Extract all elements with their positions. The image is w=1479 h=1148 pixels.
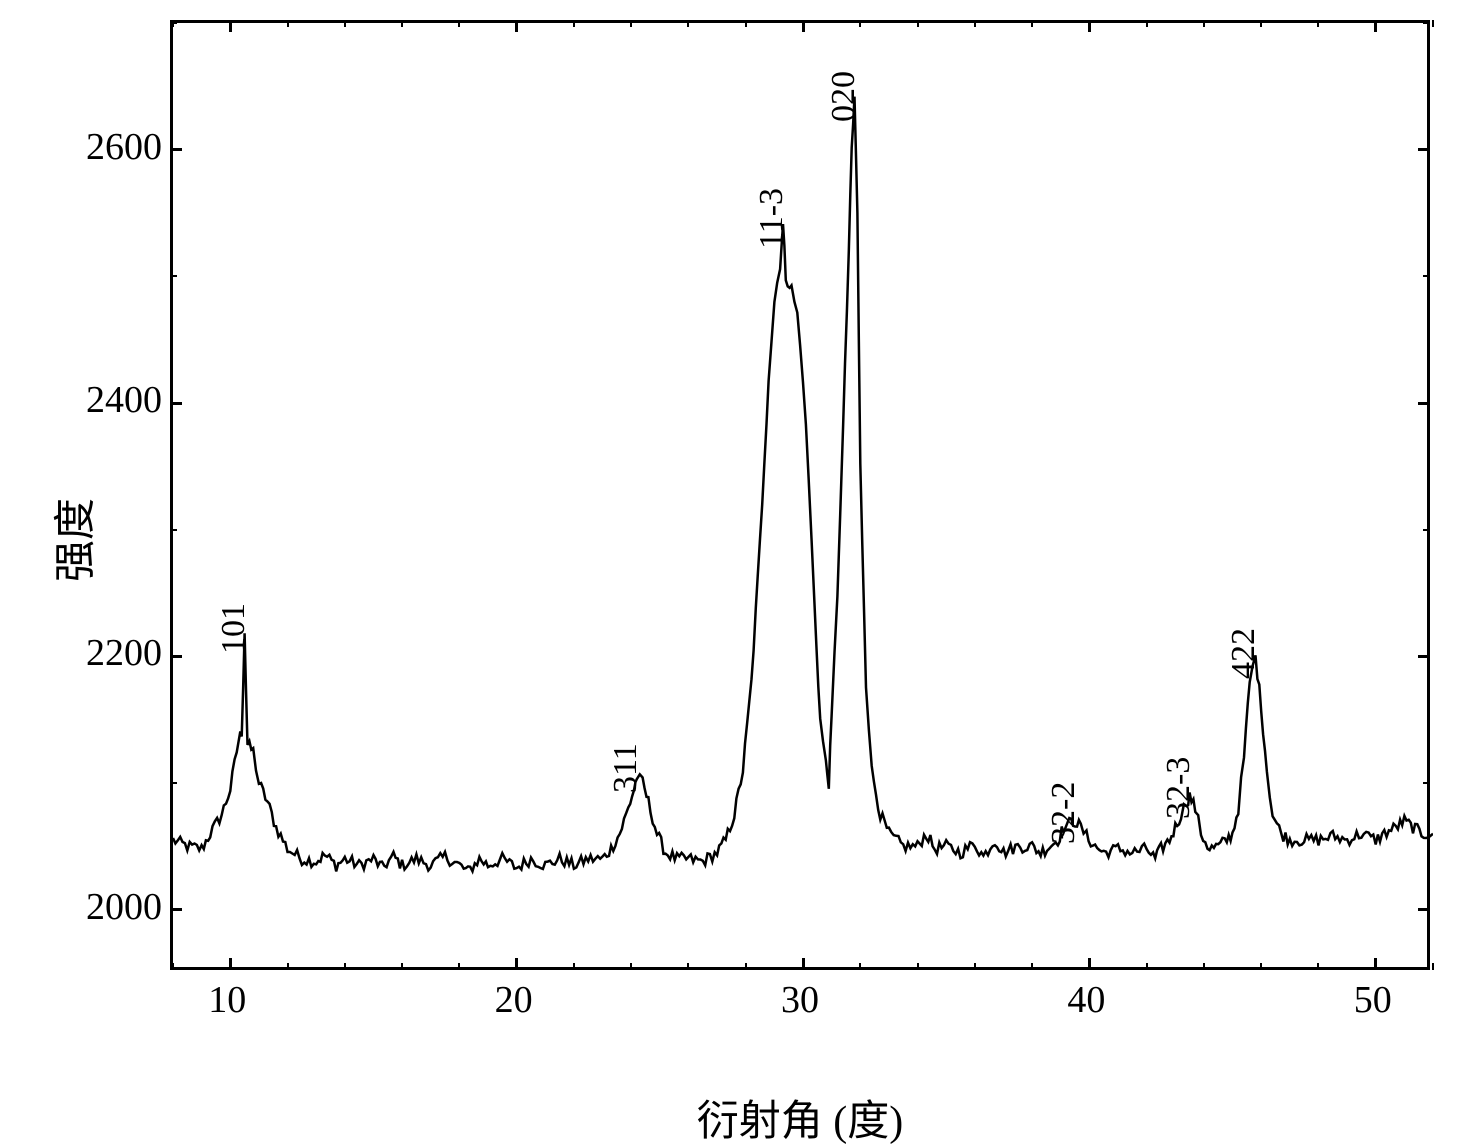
x-tick <box>802 20 805 32</box>
y-tick-label: 2400 <box>86 378 162 422</box>
x-minor-tick <box>287 20 289 27</box>
x-minor-tick <box>630 20 632 27</box>
x-tick <box>802 958 805 970</box>
xrd-chart: 10131111-302032-232-3422 强度 衍射角 (度) 2000… <box>170 20 1430 1060</box>
y-minor-tick <box>1423 22 1430 24</box>
x-minor-tick <box>1031 20 1033 27</box>
y-tick-label: 2000 <box>86 885 162 929</box>
x-tick-label: 50 <box>1354 978 1392 1022</box>
x-minor-tick <box>344 963 346 970</box>
peak-label-32-3: 32-3 <box>1160 756 1198 818</box>
x-minor-tick <box>401 20 403 27</box>
y-tick <box>170 148 182 151</box>
x-minor-tick <box>859 20 861 27</box>
y-tick <box>170 908 182 911</box>
y-tick <box>170 655 182 658</box>
x-minor-tick <box>458 20 460 27</box>
y-tick-label: 2600 <box>86 125 162 169</box>
x-tick <box>229 20 232 32</box>
plot-area: 101 311 11-3 020 32-2 32-3 422 <box>170 20 1430 970</box>
x-minor-tick <box>687 20 689 27</box>
x-minor-tick <box>1203 963 1205 970</box>
x-tick <box>1374 958 1377 970</box>
x-minor-tick <box>1317 963 1319 970</box>
x-minor-tick <box>1432 20 1434 27</box>
y-tick-label: 2200 <box>86 631 162 675</box>
y-minor-tick <box>1423 275 1430 277</box>
x-minor-tick <box>1203 20 1205 27</box>
y-tick <box>1418 148 1430 151</box>
x-minor-tick <box>172 20 174 27</box>
peak-label-311: 311 <box>607 744 645 794</box>
y-axis-label: 强度 <box>42 498 103 582</box>
x-minor-tick <box>974 963 976 970</box>
x-tick-label: 20 <box>495 978 533 1022</box>
x-minor-tick <box>1260 963 1262 970</box>
x-axis-label: 衍射角 (度) <box>697 1087 903 1148</box>
x-minor-tick <box>917 20 919 27</box>
x-minor-tick <box>630 963 632 970</box>
x-minor-tick <box>859 963 861 970</box>
x-minor-tick <box>287 963 289 970</box>
x-tick <box>1374 20 1377 32</box>
y-tick <box>1418 402 1430 405</box>
x-tick-label: 30 <box>781 978 819 1022</box>
x-minor-tick <box>1031 963 1033 970</box>
x-minor-tick <box>917 963 919 970</box>
x-tick <box>1088 958 1091 970</box>
x-tick <box>515 20 518 32</box>
x-tick-label: 10 <box>208 978 246 1022</box>
y-minor-tick <box>170 782 177 784</box>
x-tick <box>1088 20 1091 32</box>
y-minor-tick <box>170 275 177 277</box>
x-minor-tick <box>745 20 747 27</box>
y-minor-tick <box>1423 529 1430 531</box>
x-tick-label: 40 <box>1067 978 1105 1022</box>
x-minor-tick <box>1146 963 1148 970</box>
y-minor-tick <box>1423 782 1430 784</box>
x-minor-tick <box>458 963 460 970</box>
peak-label-32-2: 32-2 <box>1045 782 1083 844</box>
y-tick <box>1418 908 1430 911</box>
x-minor-tick <box>1260 20 1262 27</box>
x-minor-tick <box>344 20 346 27</box>
x-minor-tick <box>745 963 747 970</box>
x-tick <box>229 958 232 970</box>
y-tick <box>1418 655 1430 658</box>
y-minor-tick <box>170 529 177 531</box>
y-tick <box>170 402 182 405</box>
x-minor-tick <box>974 20 976 27</box>
peak-label-11-3: 11-3 <box>753 188 791 249</box>
x-minor-tick <box>172 963 174 970</box>
x-minor-tick <box>573 963 575 970</box>
peak-label-422: 422 <box>1225 628 1263 679</box>
x-minor-tick <box>687 963 689 970</box>
peak-label-020: 020 <box>825 71 863 122</box>
x-minor-tick <box>573 20 575 27</box>
x-minor-tick <box>1432 963 1434 970</box>
x-minor-tick <box>401 963 403 970</box>
peak-label-101: 101 <box>215 603 253 654</box>
x-tick <box>515 958 518 970</box>
x-minor-tick <box>1146 20 1148 27</box>
xrd-pattern-line <box>173 23 1433 973</box>
x-minor-tick <box>1317 20 1319 27</box>
